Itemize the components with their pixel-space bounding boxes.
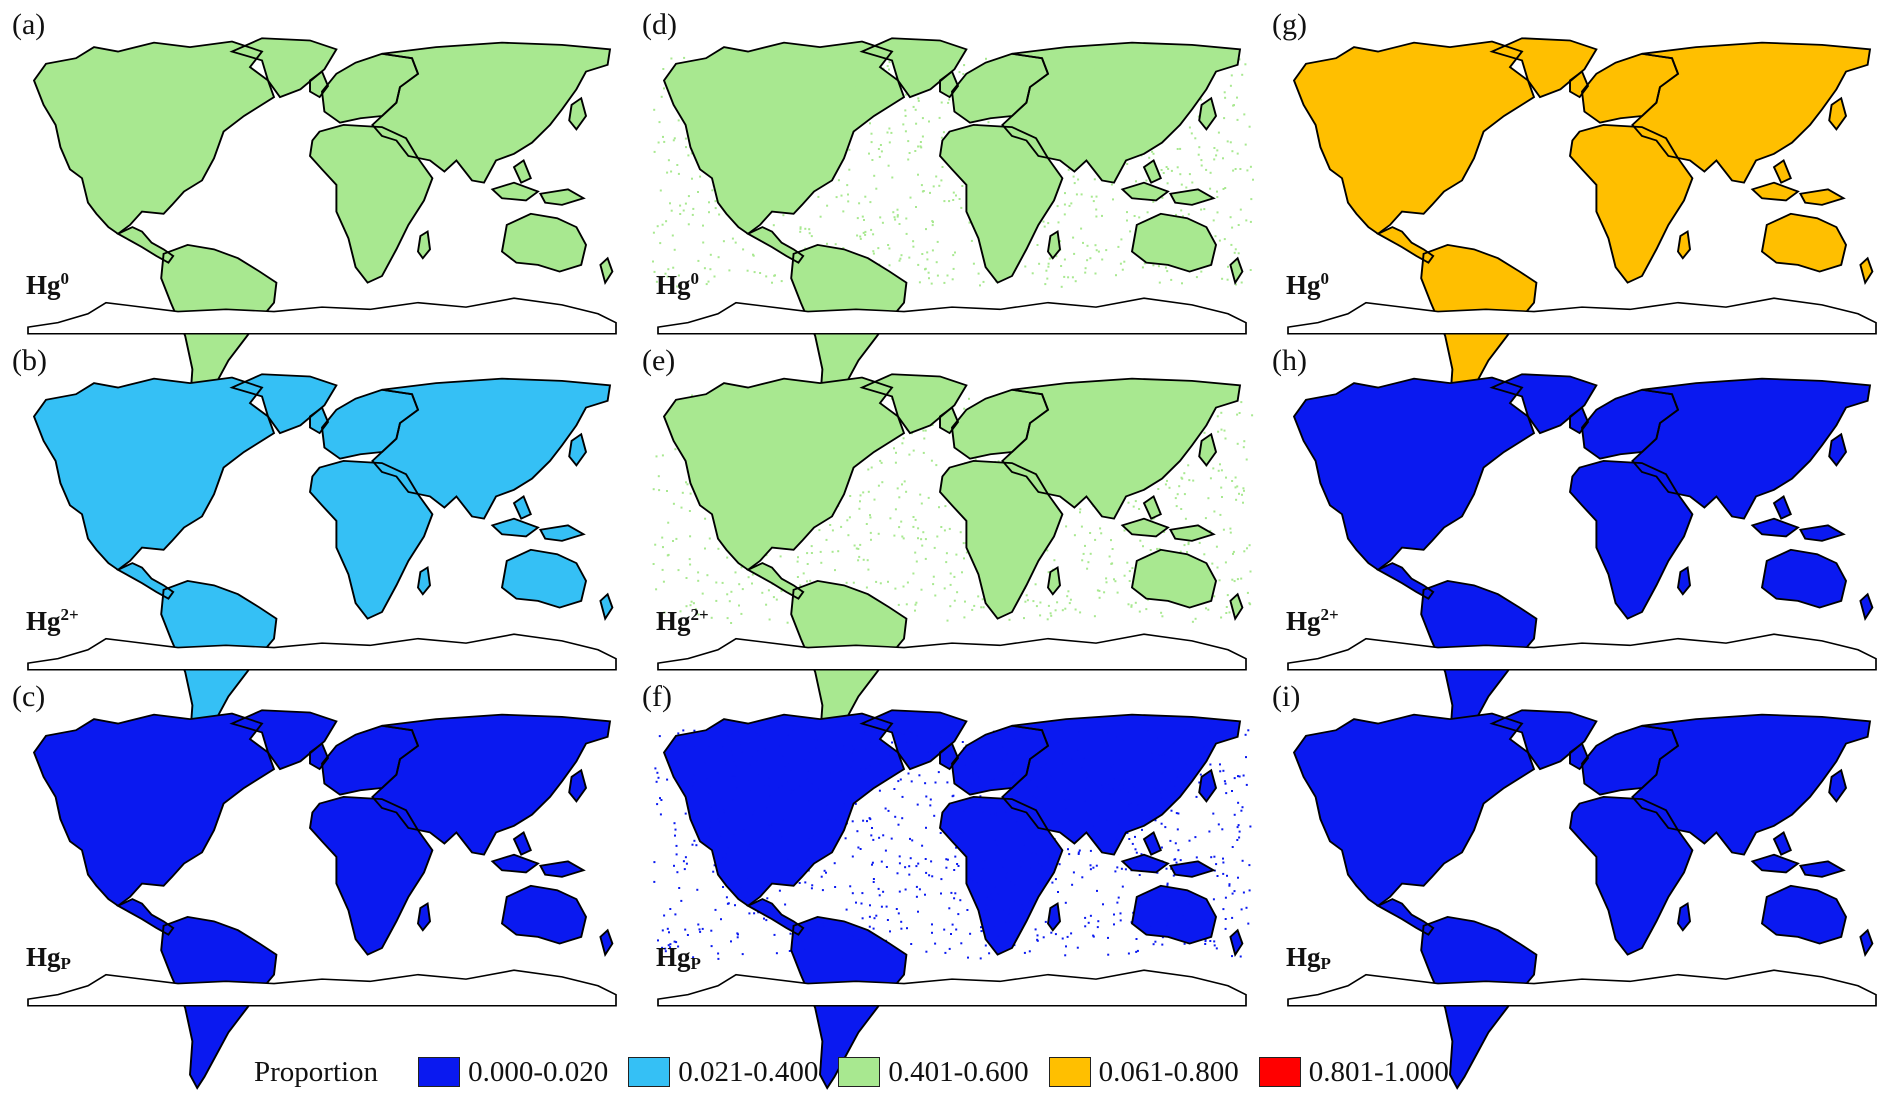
legend-item: 0.061-0.800 (1048, 1055, 1239, 1089)
antarctica (1287, 969, 1877, 1007)
panel-label: (h) (1272, 344, 1307, 377)
legend-swatch (1048, 1057, 1091, 1087)
species-label: Hg2+ (1286, 605, 1339, 636)
map-panel: (a) Hg0 (12, 8, 617, 417)
species-label: Hg2+ (26, 605, 79, 636)
panel-label: (a) (12, 8, 45, 41)
legend-item: 0.000-0.020 (418, 1056, 608, 1089)
antarctica (657, 969, 1247, 1007)
legend-label: 0.061-0.800 (1098, 1055, 1239, 1088)
legend-label: 0.401-0.600 (888, 1055, 1029, 1088)
legend-item: 0.021-0.400 (628, 1056, 818, 1089)
map-panel: (h) Hg2+ (1272, 344, 1877, 753)
legend-swatch (628, 1057, 671, 1087)
legend-swatch (1258, 1057, 1301, 1087)
panel-label: (e) (642, 344, 675, 377)
legend-swatch (418, 1057, 461, 1087)
panel-label: (b) (12, 344, 47, 377)
map-panel: (b) Hg2+ (12, 344, 617, 753)
panel-label: (g) (1272, 8, 1307, 41)
legend-item: 0.801-1.000 (1258, 1055, 1449, 1089)
antarctica (1287, 297, 1877, 335)
ocean-dots (653, 728, 1252, 960)
legend: Proportion 0.000-0.020 0.021-0.400 0.401… (254, 1052, 1469, 1092)
species-label: Hg0 (26, 269, 69, 300)
map-panel: (f) HgP (642, 680, 1252, 1089)
legend-title: Proportion (254, 1055, 379, 1088)
antarctica (1287, 633, 1877, 671)
antarctica (27, 633, 617, 671)
panel-label: (i) (1272, 680, 1300, 713)
species-label: HgP (656, 942, 701, 973)
map-panel: (c) HgP (12, 680, 617, 1089)
antarctica (657, 297, 1247, 335)
ocean-dots (652, 56, 1254, 288)
panel-label: (c) (12, 680, 45, 713)
antarctica (657, 633, 1247, 671)
map-panel: (i) HgP (1272, 680, 1877, 1089)
legend-swatch (838, 1057, 881, 1087)
antarctica (27, 969, 617, 1007)
species-label: HgP (1286, 942, 1331, 973)
legend-item: 0.401-0.600 (838, 1055, 1029, 1089)
species-label: Hg2+ (656, 605, 709, 636)
panel-label: (d) (642, 8, 677, 41)
species-label: Hg0 (1286, 269, 1329, 300)
antarctica (27, 297, 617, 335)
panel-label: (f) (642, 680, 672, 713)
legend-label: 0.801-1.000 (1308, 1055, 1449, 1088)
map-panel: (d) Hg0 (642, 8, 1254, 417)
map-panel: (e) Hg2+ (642, 344, 1254, 753)
legend-label: 0.000-0.020 (468, 1055, 609, 1088)
species-label: HgP (26, 942, 71, 973)
species-label: Hg0 (656, 269, 699, 300)
ocean-dots (652, 392, 1254, 624)
legend-label: 0.021-0.400 (678, 1055, 819, 1088)
map-panel: (g) Hg0 (1272, 8, 1877, 417)
